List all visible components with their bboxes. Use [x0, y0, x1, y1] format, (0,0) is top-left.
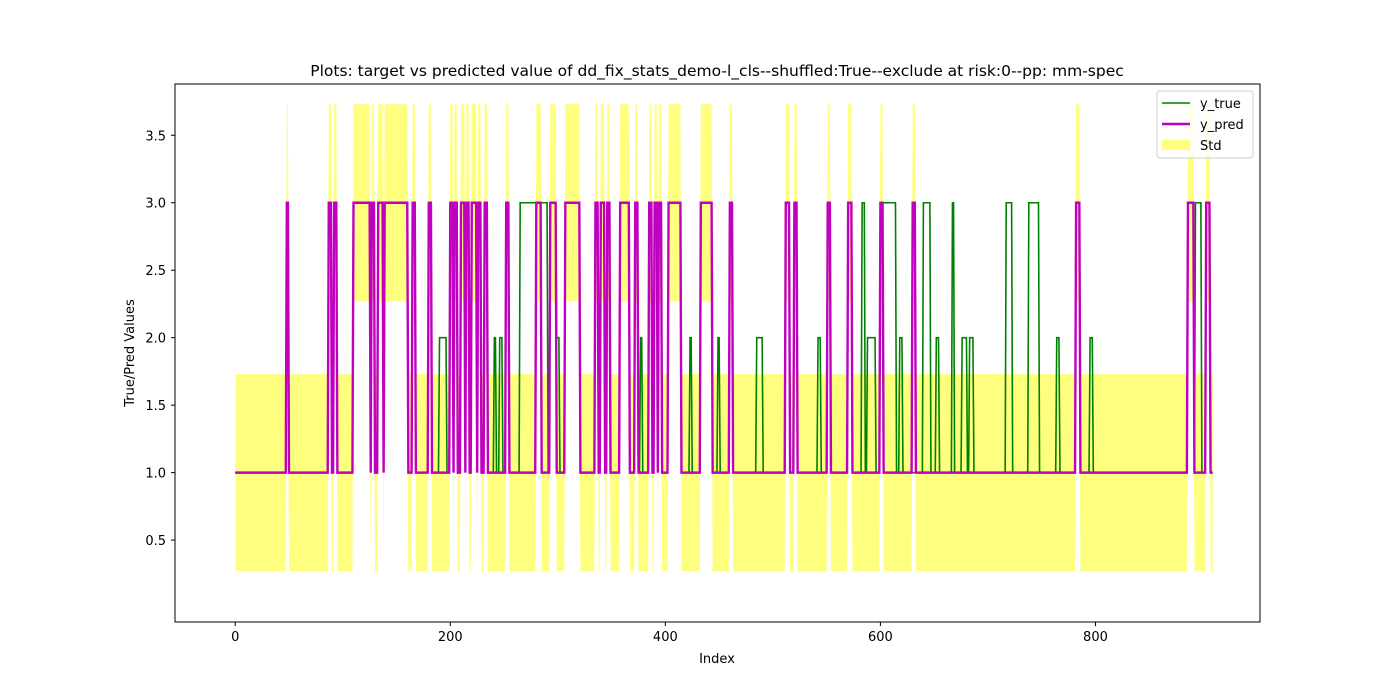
- y-tick-label: 1.0: [145, 467, 166, 482]
- y-tick-label: 3.5: [145, 129, 166, 144]
- y-tick-label: 2.0: [145, 332, 166, 347]
- x-tick-label: 800: [1083, 630, 1108, 645]
- x-tick-label: 600: [868, 630, 893, 645]
- legend-item-y-true-label: y_true: [1200, 97, 1241, 112]
- legend-item-y-pred-label: y_pred: [1200, 118, 1244, 133]
- y-axis-label: True/Pred Values: [123, 299, 138, 408]
- legend-item-std-swatch: [1162, 140, 1190, 150]
- y-tick-label: 1.5: [145, 399, 166, 414]
- legend-item-std-label: Std: [1200, 139, 1222, 154]
- chart-title: Plots: target vs predicted value of dd_f…: [310, 62, 1124, 81]
- x-tick-label: 400: [653, 630, 678, 645]
- x-axis: 0 200 400 600 800: [231, 622, 1108, 645]
- x-tick-label: 200: [438, 630, 463, 645]
- plot-area-frame: [174, 83, 1261, 623]
- x-tick-label: 0: [231, 630, 239, 645]
- x-axis-label: Index: [699, 652, 735, 667]
- legend: y_true y_pred Std: [1156, 90, 1254, 159]
- y-tick-label: 2.5: [145, 264, 166, 279]
- y-tick-label: 0.5: [145, 534, 166, 549]
- y-axis: 0.5 1.0 1.5 2.0 2.5 3.0 3.5: [145, 129, 175, 549]
- series-lines: [235, 201, 1213, 474]
- y-pred-line: [235, 201, 1213, 474]
- y-tick-label: 3.0: [145, 197, 166, 212]
